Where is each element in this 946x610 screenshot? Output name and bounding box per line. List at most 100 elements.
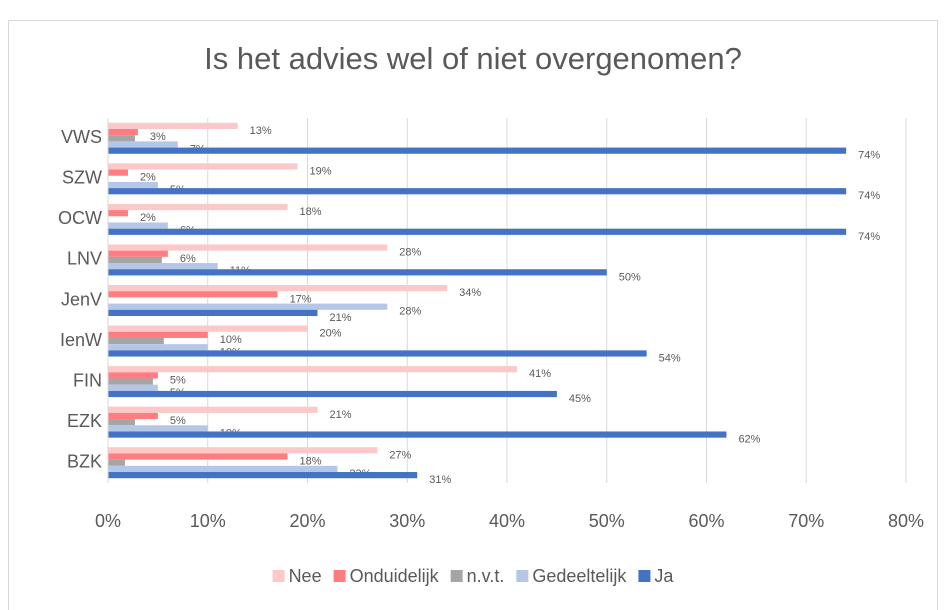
legend-label: Ja <box>654 566 674 586</box>
bar <box>108 378 153 385</box>
bar <box>108 344 208 351</box>
data-label: 21% <box>329 409 351 421</box>
data-label: 5% <box>170 415 186 427</box>
bar <box>108 372 158 379</box>
x-tick-label: 40% <box>489 511 525 531</box>
data-label: 18% <box>300 206 322 218</box>
data-label: 6% <box>180 253 196 265</box>
bar <box>108 269 607 276</box>
bar <box>108 163 298 170</box>
bar <box>108 222 168 229</box>
bar <box>108 147 847 154</box>
bar <box>108 291 278 298</box>
bar <box>108 250 168 257</box>
data-label: 21% <box>329 312 351 324</box>
y-tick-label: SZW <box>62 168 102 188</box>
bar <box>108 285 448 292</box>
data-label: 19% <box>310 165 332 177</box>
legend-swatch <box>516 570 529 582</box>
bar <box>108 141 178 148</box>
y-tick-label: IenW <box>60 330 102 350</box>
bar <box>108 337 164 345</box>
data-label: 74% <box>858 190 880 202</box>
bar <box>108 128 138 136</box>
legend-label: Onduidelijk <box>350 566 440 586</box>
bar <box>108 122 238 129</box>
bar <box>108 419 135 426</box>
bar <box>108 256 162 264</box>
data-label: 3% <box>150 131 166 143</box>
y-tick-label: BZK <box>67 451 102 471</box>
bar <box>108 425 208 432</box>
bar <box>108 384 158 391</box>
bar <box>108 459 125 466</box>
data-label: 5% <box>170 374 186 386</box>
bar <box>108 203 288 211</box>
y-tick-label: JenV <box>61 289 102 309</box>
bar <box>108 303 388 310</box>
y-tick-label: FIN <box>73 370 102 390</box>
x-tick-label: 80% <box>888 511 924 531</box>
bar <box>108 331 208 338</box>
data-label: 50% <box>619 271 641 283</box>
legend-swatch <box>333 570 346 582</box>
x-tick-label: 0% <box>95 511 121 531</box>
bar <box>108 309 318 316</box>
bar <box>108 447 378 454</box>
data-label: 31% <box>429 474 451 486</box>
bar <box>108 325 308 332</box>
data-label: 45% <box>569 393 591 405</box>
bar <box>108 412 158 420</box>
data-label: 2% <box>140 172 156 184</box>
legend-swatch <box>272 570 285 582</box>
x-tick-label: 60% <box>688 511 724 531</box>
y-tick-label: EZK <box>67 411 102 431</box>
x-tick-label: 70% <box>788 511 824 531</box>
data-label: 28% <box>399 247 421 259</box>
bar <box>108 453 288 460</box>
bar <box>108 188 847 195</box>
chart-title: Is het advies wel of niet overgenomen? <box>204 41 742 76</box>
y-tick-label: OCW <box>58 208 102 228</box>
y-tick-label: VWS <box>61 127 102 147</box>
data-label: 2% <box>140 212 156 224</box>
x-tick-label: 10% <box>190 511 226 531</box>
data-label: 13% <box>250 125 272 137</box>
data-label: 17% <box>290 293 312 305</box>
bar <box>108 366 517 373</box>
y-tick-label: LNV <box>67 249 102 269</box>
bar <box>108 210 128 217</box>
data-label: 62% <box>738 434 760 446</box>
legend-label: n.v.t. <box>467 566 505 586</box>
bar <box>108 244 388 251</box>
bar <box>108 135 135 142</box>
data-label: 74% <box>858 150 880 162</box>
legend-label: Gedeeltelijk <box>532 566 627 586</box>
data-label: 41% <box>529 368 551 380</box>
bar <box>108 465 338 473</box>
bar <box>108 169 128 176</box>
bar <box>108 263 218 270</box>
data-label: 10% <box>220 334 242 346</box>
bar <box>108 406 318 413</box>
bar <box>108 228 847 235</box>
data-label: 27% <box>389 449 411 461</box>
legend-swatch <box>638 570 651 582</box>
x-tick-label: 50% <box>589 511 625 531</box>
data-label: 20% <box>320 328 342 340</box>
x-tick-label: 20% <box>289 511 325 531</box>
x-tick-label: 30% <box>389 511 425 531</box>
legend-label: Nee <box>289 566 322 586</box>
data-label: 74% <box>858 231 880 243</box>
data-label: 54% <box>659 352 681 364</box>
bar <box>108 431 727 438</box>
data-label: 34% <box>459 287 481 299</box>
legend-swatch <box>450 570 463 582</box>
bar <box>108 472 418 479</box>
data-label: 28% <box>399 306 421 318</box>
bar <box>108 390 557 398</box>
bar <box>108 350 647 357</box>
data-label: 18% <box>300 456 322 468</box>
bar <box>108 181 158 189</box>
